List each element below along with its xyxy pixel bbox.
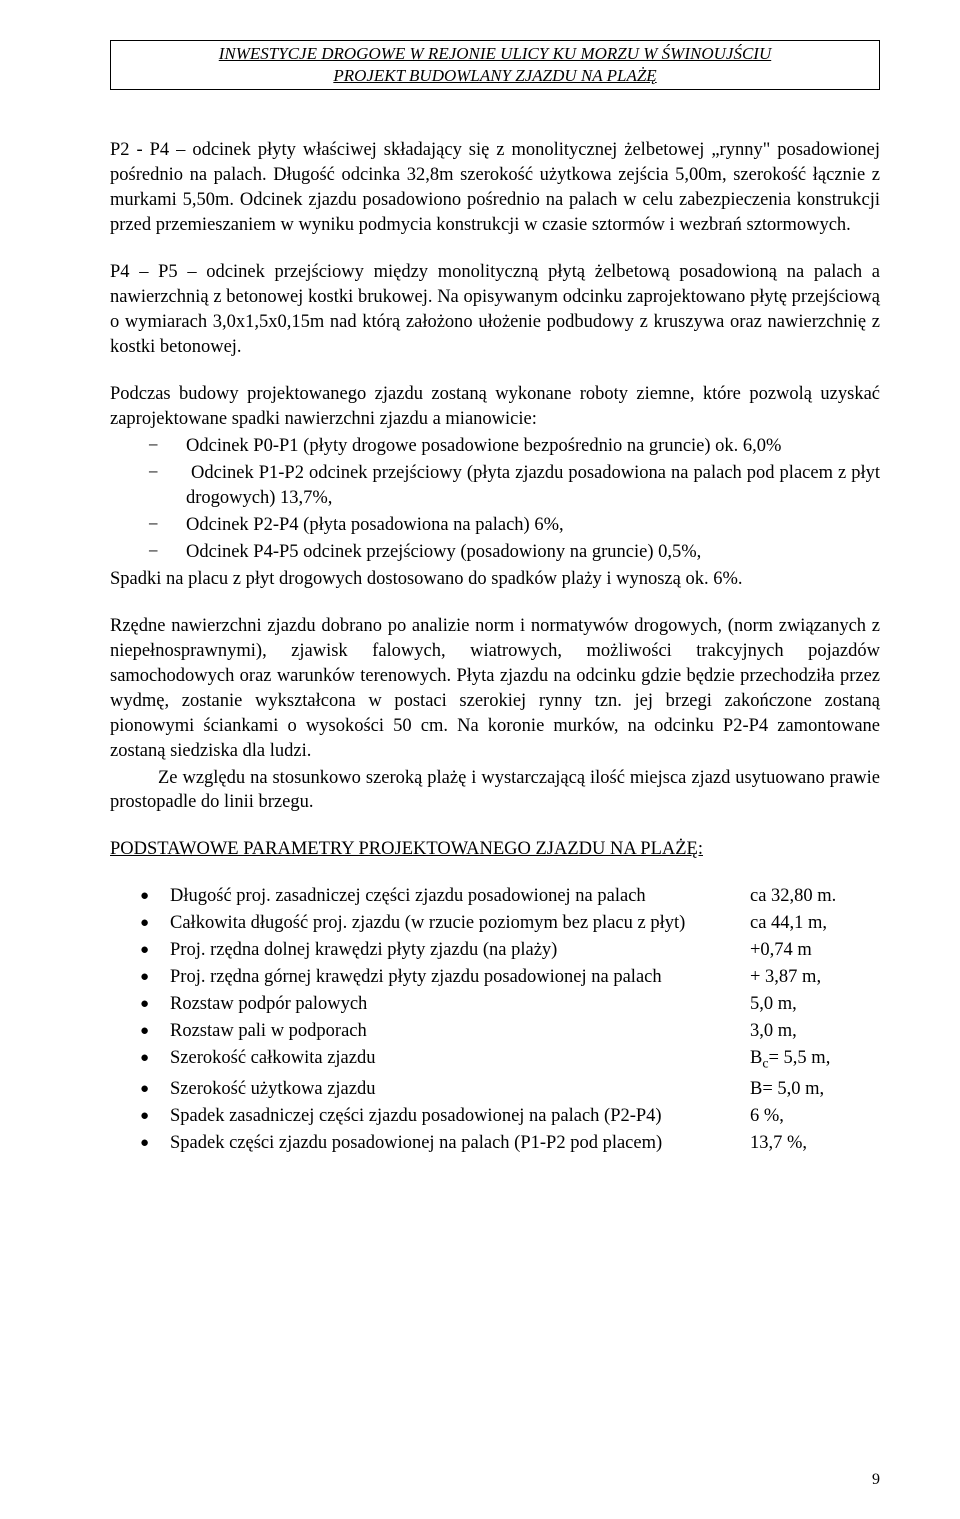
param-label: Rozstaw pali w podporach	[170, 1019, 750, 1044]
header-line-1: INWESTYCJE DROGOWE W REJONIE ULICY KU MO…	[111, 43, 879, 65]
params-list: ●Długość proj. zasadniczej części zjazdu…	[110, 884, 880, 1155]
param-value: B= 5,0 m,	[750, 1077, 880, 1102]
param-label: Szerokość całkowita zjazdu	[170, 1046, 750, 1074]
dash-list-text: Odcinek P2-P4 (płyta posadowiona na pala…	[186, 513, 880, 538]
dash-list-text: Odcinek P0-P1 (płyty drogowe posadowione…	[186, 434, 880, 459]
param-row: ●Proj. rzędna dolnej krawędzi płyty zjaz…	[110, 938, 880, 963]
bullet-icon: ●	[110, 1019, 170, 1044]
dash-list-item: − Odcinek P1-P2 odcinek przejściowy (pły…	[110, 461, 880, 511]
param-label: Proj. rzędna dolnej krawędzi płyty zjazd…	[170, 938, 750, 963]
page: INWESTYCJE DROGOWE W REJONIE ULICY KU MO…	[0, 0, 960, 1519]
param-label: Rozstaw podpór palowych	[170, 992, 750, 1017]
bullet-icon: ●	[110, 911, 170, 936]
param-row: ●Rozstaw pali w podporach3,0 m,	[110, 1019, 880, 1044]
page-number: 9	[872, 1471, 880, 1489]
param-row: ●Całkowita długość proj. zjazdu (w rzuci…	[110, 911, 880, 936]
param-label: Szerokość użytkowa zjazdu	[170, 1077, 750, 1102]
bullet-icon: ●	[110, 992, 170, 1017]
dash-list: − Odcinek P0-P1 (płyty drogowe posadowio…	[110, 434, 880, 565]
param-value: 13,7 %,	[750, 1131, 880, 1156]
bullet-icon: ●	[110, 938, 170, 963]
param-value: 3,0 m,	[750, 1019, 880, 1044]
param-value: ca 32,80 m.	[750, 884, 880, 909]
param-row: ●Szerokość całkowita zjazduBc= 5,5 m,	[110, 1046, 880, 1074]
param-row: ●Długość proj. zasadniczej części zjazdu…	[110, 884, 880, 909]
paragraph-prostopadle: Ze względu na stosunkowo szeroką plażę i…	[110, 766, 880, 816]
header-line-2: PROJEKT BUDOWLANY ZJAZDU NA PLAŻĘ	[111, 65, 879, 87]
header-box: INWESTYCJE DROGOWE W REJONIE ULICY KU MO…	[110, 40, 880, 90]
param-row: ●Spadek zasadniczej części zjazdu posado…	[110, 1104, 880, 1129]
bullet-icon: ●	[110, 1131, 170, 1156]
body-text: P2 - P4 – odcinek płyty właściwej składa…	[110, 138, 880, 1155]
paragraph-p4p5: P4 – P5 – odcinek przejściowy między mon…	[110, 260, 880, 360]
paragraph-roboty-intro: Podczas budowy projektowanego zjazdu zos…	[110, 382, 880, 432]
param-label: Proj. rzędna górnej krawędzi płyty zjazd…	[170, 965, 750, 990]
param-label: Spadek części zjazdu posadowionej na pal…	[170, 1131, 750, 1156]
param-label: Spadek zasadniczej części zjazdu posadow…	[170, 1104, 750, 1129]
param-value: ca 44,1 m,	[750, 911, 880, 936]
bullet-icon: ●	[110, 965, 170, 990]
paragraph-rzedne: Rzędne nawierzchni zjazdu dobrano po ana…	[110, 614, 880, 764]
param-label: Długość proj. zasadniczej części zjazdu …	[170, 884, 750, 909]
paragraph-spadki: Spadki na placu z płyt drogowych dostoso…	[110, 567, 880, 592]
section-title: PODSTAWOWE PARAMETRY PROJEKTOWANEGO ZJAZ…	[110, 837, 880, 862]
dash-list-text: Odcinek P4-P5 odcinek przejściowy (posad…	[186, 540, 880, 565]
param-value: Bc= 5,5 m,	[750, 1046, 880, 1074]
dash-list-item: − Odcinek P4-P5 odcinek przejściowy (pos…	[110, 540, 880, 565]
param-value: 6 %,	[750, 1104, 880, 1129]
param-value: +0,74 m	[750, 938, 880, 963]
param-row: ●Rozstaw podpór palowych5,0 m,	[110, 992, 880, 1017]
dash-list-item: − Odcinek P0-P1 (płyty drogowe posadowio…	[110, 434, 880, 459]
bullet-icon: ●	[110, 1046, 170, 1074]
param-row: ●Szerokość użytkowa zjazduB= 5,0 m,	[110, 1077, 880, 1102]
dash-list-item: − Odcinek P2-P4 (płyta posadowiona na pa…	[110, 513, 880, 538]
param-row: ●Spadek części zjazdu posadowionej na pa…	[110, 1131, 880, 1156]
param-label: Całkowita długość proj. zjazdu (w rzucie…	[170, 911, 750, 936]
dash-list-text: Odcinek P1-P2 odcinek przejściowy (płyta…	[186, 461, 880, 511]
bullet-icon: ●	[110, 884, 170, 909]
param-value: 5,0 m,	[750, 992, 880, 1017]
bullet-icon: ●	[110, 1104, 170, 1129]
bullet-icon: ●	[110, 1077, 170, 1102]
param-row: ●Proj. rzędna górnej krawędzi płyty zjaz…	[110, 965, 880, 990]
param-value: + 3,87 m,	[750, 965, 880, 990]
paragraph-p2p4: P2 - P4 – odcinek płyty właściwej składa…	[110, 138, 880, 238]
